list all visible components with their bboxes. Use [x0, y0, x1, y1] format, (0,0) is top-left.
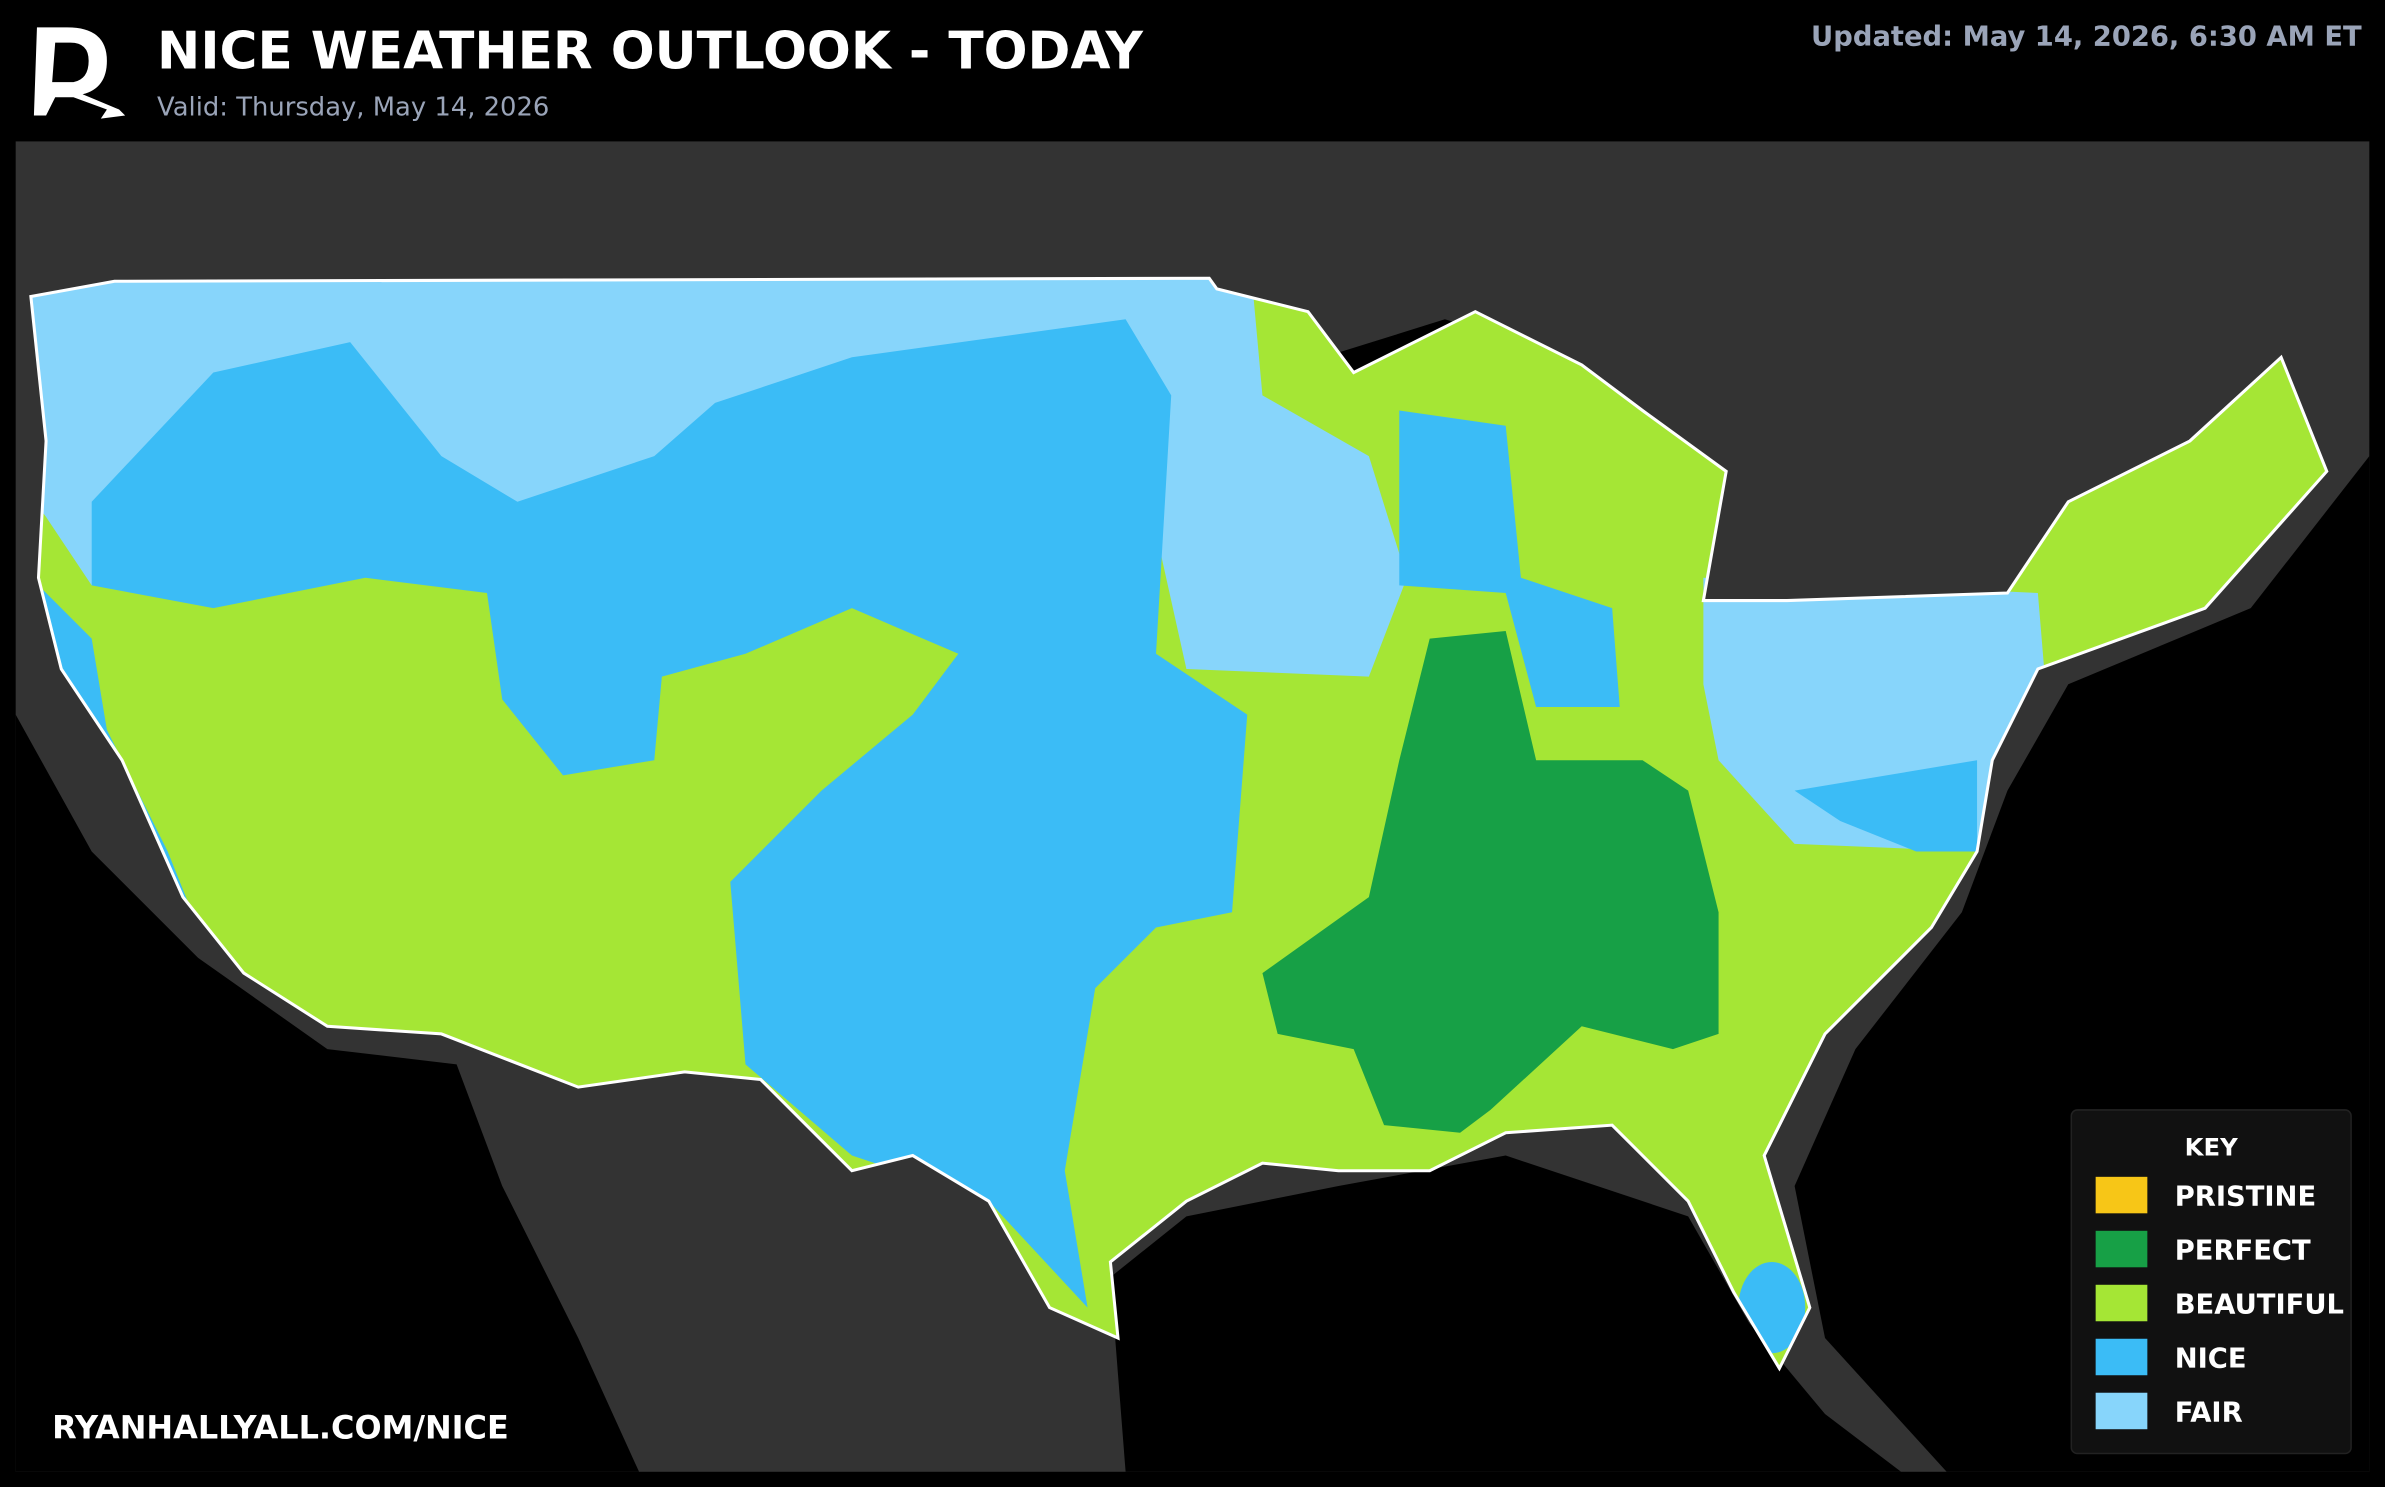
legend-label: FAIR [2175, 1398, 2243, 1429]
legend-label: NICE [2175, 1344, 2247, 1375]
forecast-regions [30, 278, 2327, 1369]
region-nice [1399, 410, 1620, 708]
pacific-ocean [15, 714, 640, 1472]
legend-swatch [2095, 1338, 2148, 1376]
region-nice [1794, 760, 1978, 852]
region-nice [91, 319, 1248, 1308]
region-perfect [1262, 630, 1719, 1133]
legend-label: PERFECT [2175, 1236, 2311, 1267]
legend-swatch [2095, 1230, 2148, 1268]
legend-label: PRISTINE [2175, 1182, 2316, 1213]
logo [33, 27, 126, 119]
legend-swatch [2095, 1392, 2148, 1430]
footer-url: RYANHALLYALL.COM/NICE [52, 1408, 509, 1446]
legend: KEY PRISTINE PERFECT BEAUTIFUL NICE FAIR [2070, 1109, 2352, 1455]
legend-swatch [2095, 1176, 2148, 1214]
legend-swatch [2095, 1284, 2148, 1322]
title: NICE WEATHER OUTLOOK - TODAY [157, 21, 1143, 81]
subtitle: Valid: Thursday, May 14, 2026 [157, 93, 549, 123]
legend-label: BEAUTIFUL [2175, 1290, 2344, 1321]
legend-title: KEY [2185, 1133, 2238, 1162]
gulf-of-mexico [1110, 1155, 1902, 1472]
updated: Updated: May 14, 2026, 6:30 AM ET [1811, 22, 2362, 53]
